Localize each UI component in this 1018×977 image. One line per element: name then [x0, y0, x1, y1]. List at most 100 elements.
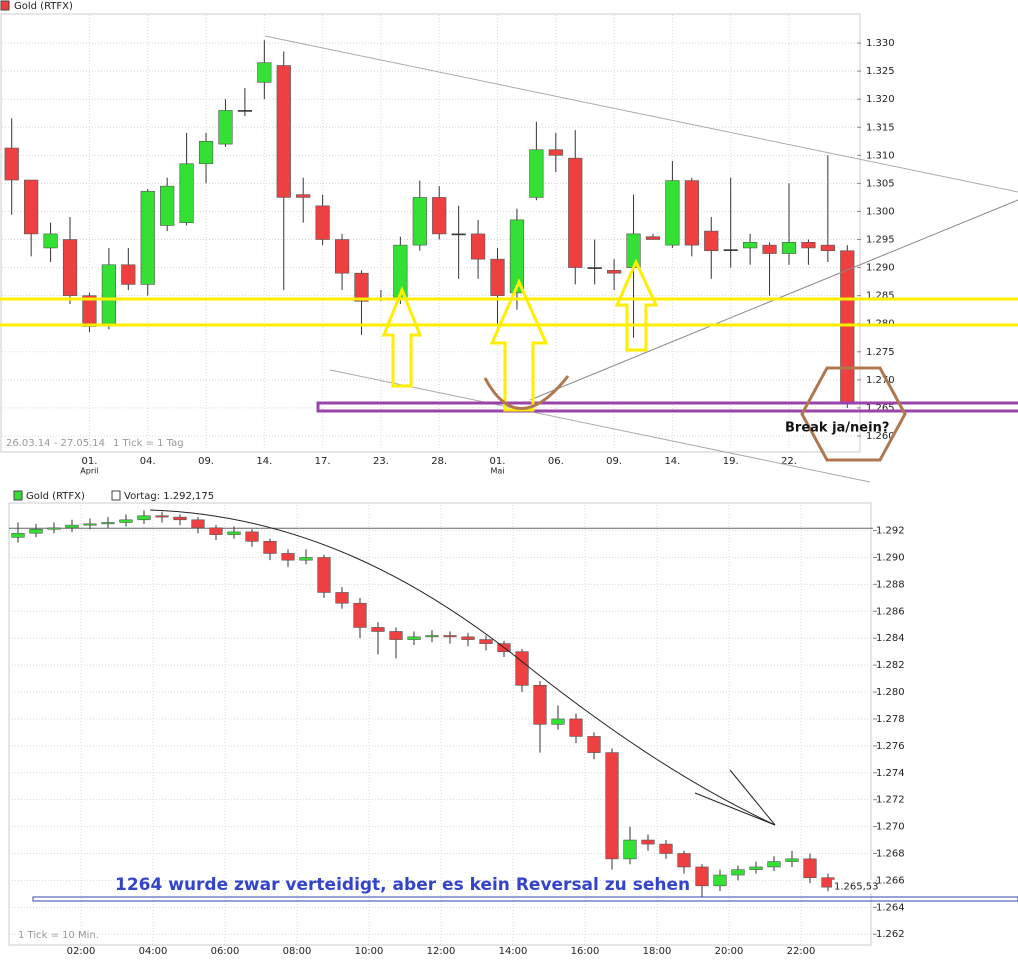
candle-body [704, 230, 719, 252]
candle-body [335, 592, 349, 604]
candles: 1.260 1.265 1.270 1.275 1.280 1.285 1.290 1.295… [0, 0, 905, 957]
y-tick-label: 1.330 [866, 38, 895, 49]
candle-body [762, 244, 777, 254]
x-tick-label: 01. [81, 456, 97, 467]
y-tick-label: 1.266 [876, 875, 905, 886]
support-zone [316, 401, 1018, 413]
candle-body [198, 140, 214, 165]
y-tick-label: 1.290 [876, 552, 905, 563]
candle-body [276, 65, 291, 198]
y-tick-label: 1.268 [876, 849, 905, 860]
candle-body [587, 736, 601, 753]
candle-body [137, 515, 151, 521]
candle-body [626, 233, 641, 268]
candle-body [119, 519, 133, 523]
y-tick-label: 1.284 [876, 633, 905, 644]
tick-info: 1 Tick = 1 Tag [113, 438, 184, 449]
x-tick-label: 14:00 [499, 946, 528, 957]
candle-body [245, 531, 259, 542]
bottom-arc [483, 375, 570, 410]
candle-body [121, 264, 136, 285]
x-tick-label: 09. [198, 456, 214, 467]
candle-body [281, 553, 295, 561]
y-tick-label: 1.315 [866, 122, 895, 133]
candle-body [641, 839, 655, 845]
x-tick-label: 04:00 [139, 946, 168, 957]
candle-body [179, 163, 194, 223]
y-tick-label: 1.276 [876, 741, 905, 752]
x-tick-label: 14. [256, 456, 272, 467]
candle-body [665, 180, 680, 246]
arrow [614, 258, 659, 352]
candle-body [684, 180, 699, 246]
legend-swatch [13, 490, 23, 501]
y-tick-label: 1.288 [876, 579, 905, 590]
x-tick-label: 22:00 [787, 946, 816, 957]
candle-body [781, 242, 797, 254]
candle-body [587, 267, 602, 269]
candle-body [515, 651, 529, 686]
y-tick-label: 1.278 [876, 714, 905, 725]
x-tick-label: 04. [140, 456, 156, 467]
support-line [32, 896, 1018, 902]
candle-body [785, 858, 799, 862]
candle-body [237, 110, 252, 112]
y-tick-label: 1.274 [876, 768, 905, 779]
candle-body [296, 194, 311, 198]
y-tick-label: 1.272 [876, 795, 905, 806]
candle-body [155, 515, 169, 518]
candle-body [677, 853, 691, 868]
candle-body [353, 602, 367, 628]
date-range: 26.03.14 - 27.05.14 [6, 438, 105, 449]
candle-body [407, 636, 421, 640]
candle-body [257, 62, 272, 83]
arrow-line [694, 792, 776, 826]
candle-body [227, 531, 241, 535]
candle-body [65, 524, 79, 529]
candle-body [533, 685, 547, 725]
candle-body [743, 242, 758, 249]
candle-body [461, 636, 475, 640]
candle-body [29, 528, 43, 534]
candle-body [490, 258, 505, 296]
candle-body [479, 639, 493, 644]
candle-body [263, 541, 277, 554]
candle-body [315, 205, 330, 240]
candle-body [551, 718, 565, 725]
candle-body [334, 239, 350, 274]
candle-body [24, 179, 39, 235]
y-tick-label: 1.320 [866, 94, 895, 105]
y-tick-label: 1.300 [866, 206, 895, 217]
arrow-line [729, 769, 776, 826]
candle-body [4, 147, 19, 181]
candle-body [623, 839, 637, 860]
y-tick-label: 1.325 [866, 66, 895, 77]
candle-body [83, 523, 97, 526]
y-tick-label: 1.260 [866, 431, 895, 442]
candle-body [443, 635, 457, 638]
candle-body [645, 236, 661, 240]
x-tick-label: 16:00 [571, 946, 600, 957]
tick-info: 1 Tick = 10 Min. [18, 930, 99, 941]
x-tick-label: 19. [723, 456, 739, 467]
candle-body [389, 631, 403, 640]
last-price-label: 1.265,53 [834, 882, 879, 893]
candle-body [425, 635, 439, 638]
x-tick-label: 01. [490, 456, 506, 467]
candle-body [723, 249, 738, 251]
candle-body [529, 149, 544, 198]
candle-body [803, 858, 817, 879]
annotation: Break ja/nein? [785, 421, 889, 436]
y-tick-label: 1.286 [876, 606, 905, 617]
x-tick-label: 28. [431, 456, 447, 467]
candle-body [218, 110, 233, 145]
x-tick-label: 14. [664, 456, 680, 467]
candle-body [713, 874, 727, 887]
drawings-top [0, 35, 1018, 483]
candle-body [801, 242, 816, 249]
month-label: Mai [490, 467, 504, 476]
candle-body [43, 233, 58, 249]
candle-body [82, 295, 97, 327]
trend-line [329, 369, 871, 483]
